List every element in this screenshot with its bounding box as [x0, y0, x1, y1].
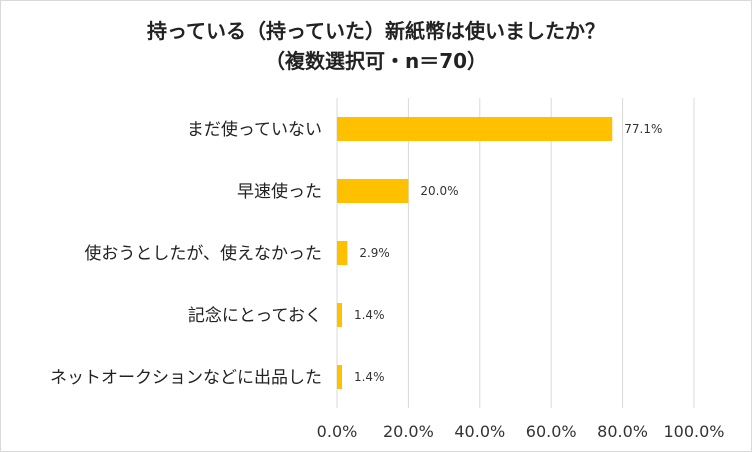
data-label: 2.9% — [359, 246, 390, 260]
category-label: 記念にとっておく — [188, 305, 322, 326]
x-tick-label: 40.0% — [454, 422, 505, 441]
category-label: まだ使っていない — [187, 119, 322, 140]
chart-title-line-2: （複数選択可・n＝70） — [264, 49, 488, 73]
chart-title-line-1: 持っている（持っていた）新紙幣は使いましたか？ — [147, 19, 605, 43]
x-tick-label: 0.0% — [317, 422, 358, 441]
gridlines — [336, 98, 695, 408]
bar — [337, 179, 409, 203]
data-label: 1.4% — [354, 370, 385, 384]
data-label: 1.4% — [354, 308, 385, 322]
x-tick-label: 20.0% — [383, 422, 434, 441]
data-labels: 77.1% 20.0% 2.9% 1.4% 1.4% — [354, 122, 662, 384]
bar — [337, 365, 342, 389]
bar — [337, 241, 348, 265]
data-label: 20.0% — [420, 184, 458, 198]
bars — [337, 117, 613, 389]
x-tick-labels: 0.0% 20.0% 40.0% 60.0% 80.0% 100.0% — [317, 422, 725, 441]
category-label: 使おうとしたが、使えなかった — [84, 243, 322, 264]
category-label: 早速使った — [237, 181, 322, 202]
category-label: ネットオークションなどに出品した — [50, 368, 322, 388]
category-labels: まだ使っていない早速使った使おうとしたが、使えなかった記念にとっておくネットオー… — [50, 119, 322, 388]
bar — [337, 303, 342, 327]
x-tick-label: 60.0% — [526, 422, 577, 441]
chart-title: 持っている（持っていた）新紙幣は使いましたか？ （複数選択可・n＝70） — [0, 16, 752, 76]
data-label: 77.1% — [624, 122, 662, 136]
bar — [337, 117, 613, 141]
x-tick-label: 80.0% — [597, 422, 648, 441]
x-tick-label: 100.0% — [663, 422, 724, 441]
